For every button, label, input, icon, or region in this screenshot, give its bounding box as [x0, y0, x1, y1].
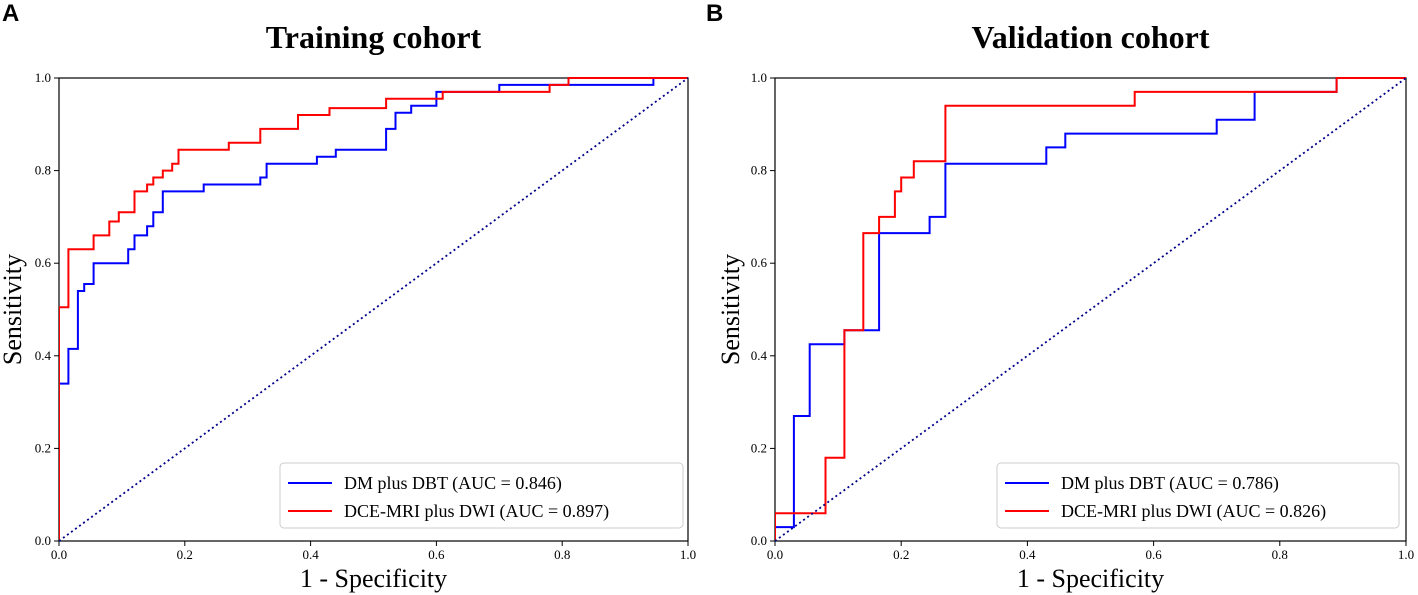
plot-frame [774, 77, 1407, 542]
legend-entry: DM plus DBT (AUC = 0.846) [344, 473, 562, 494]
y-axis-label: Sensitivity [716, 254, 745, 365]
x-tick-label: 0.4 [302, 547, 319, 562]
x-tick-label: 0.6 [428, 547, 445, 562]
legend: DM plus DBT (AUC = 0.846) DCE-MRI plus DW… [279, 462, 684, 529]
chart-title: Validation cohort [972, 19, 1210, 55]
training-roc-chart: Training cohort 0.0 0.2 0.4 0.6 0.8 1.0 0.0 0.2 0… [0, 19, 696, 593]
y-tick-label: 0.6 [751, 255, 768, 270]
x-tick-label: 0.8 [1272, 547, 1288, 562]
y-tick-label: 0.6 [35, 255, 52, 270]
roc-curve-1 [59, 77, 688, 541]
panel-letter-b: B [706, 0, 724, 27]
x-axis-label: 1 - Specificity [1017, 564, 1164, 593]
x-tick-label: 0.2 [893, 547, 909, 562]
validation-roc-chart: Validation cohort 0.0 0.2 0.4 0.6 0.8 1.0 0.0 0.… [716, 19, 1414, 593]
x-tick-label: 1.0 [680, 547, 696, 562]
y-tick-label: 0.2 [751, 440, 767, 455]
y-axis-label: Sensitivity [0, 254, 27, 365]
panel-letter-a: A [2, 0, 20, 27]
y-tick-label: 0.4 [751, 348, 768, 363]
x-axis-label: 1 - Specificity [300, 564, 447, 593]
x-tick-label: 0.4 [1019, 547, 1036, 562]
y-tick-label: 0.0 [35, 533, 51, 548]
chance-diagonal-line [775, 77, 1407, 542]
y-tick-label: 1.0 [751, 70, 767, 85]
legend-box [996, 462, 1400, 529]
y-tick-label: 0.4 [35, 348, 52, 363]
roc-curve-1 [775, 77, 1406, 541]
legend-entry: DM plus DBT (AUC = 0.786) [1061, 473, 1279, 494]
chart-title: Training cohort [266, 19, 482, 55]
legend-box [279, 462, 684, 529]
y-tick-label: 0.2 [35, 440, 51, 455]
x-tick-label: 0.6 [1145, 547, 1162, 562]
roc-curve-0 [775, 77, 1406, 541]
x-tick-label: 0.0 [767, 547, 783, 562]
y-tick-label: 0.8 [35, 163, 51, 178]
legend-entry: DCE-MRI plus DWI (AUC = 0.897) [344, 501, 609, 522]
legend: DM plus DBT (AUC = 0.786) DCE-MRI plus DW… [996, 462, 1400, 529]
y-tick-label: 0.0 [751, 533, 767, 548]
chance-diagonal-line [59, 77, 689, 542]
y-tick-label: 0.8 [751, 163, 767, 178]
roc-curve-0 [59, 77, 688, 541]
x-tick-label: 0.0 [51, 547, 67, 562]
x-tick-label: 0.2 [177, 547, 193, 562]
legend-entry: DCE-MRI plus DWI (AUC = 0.826) [1061, 501, 1326, 522]
y-tick-label: 1.0 [35, 70, 51, 85]
x-tick-label: 0.8 [554, 547, 570, 562]
x-tick-label: 1.0 [1398, 547, 1414, 562]
